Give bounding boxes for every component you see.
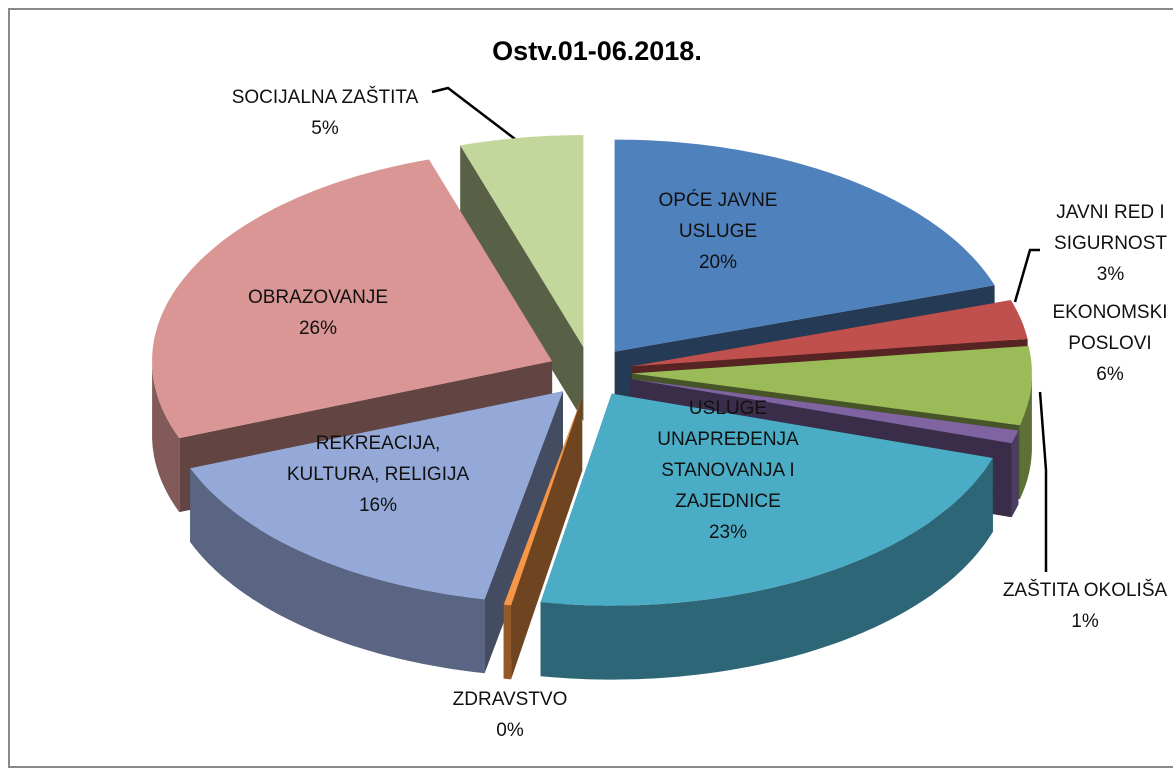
category-label: OPĆE JAVNE USLUGE xyxy=(658,190,778,242)
slice xyxy=(614,139,995,352)
category-label: REKREACIJA, KULTURA, RELIGIJA xyxy=(286,433,470,485)
slice xyxy=(460,135,584,348)
leader-line xyxy=(1038,391,1048,572)
category-label: USLUGE UNAPREĐENJA STANOVANJA I ZAJEDNIC… xyxy=(657,398,799,512)
slice-outer-wall xyxy=(152,361,180,513)
value-label: 20% xyxy=(698,252,738,273)
leader-line xyxy=(431,86,541,159)
value-label: 1% xyxy=(1071,611,1099,632)
value-label: 6% xyxy=(1096,364,1124,385)
page: {"chart_data": {"type": "pie3d", "title"… xyxy=(8,8,1173,768)
value-label: 23% xyxy=(708,522,748,543)
value-label: 16% xyxy=(358,495,398,516)
slice-tops xyxy=(152,135,1032,606)
category-label: OBRAZOVANJE xyxy=(247,287,389,308)
category-label: EKONOMSKI POSLOVI xyxy=(1052,302,1168,354)
leader-line xyxy=(1013,248,1040,303)
slice xyxy=(503,396,583,606)
data-label: SOCIJALNA ZAŠTITA 5% xyxy=(205,82,445,144)
category-label: SOCIJALNA ZAŠTITA xyxy=(231,87,419,108)
slice xyxy=(631,346,1032,426)
category-label: ZAŠTITA OKOLIŠA xyxy=(1002,580,1168,601)
value-label: 0% xyxy=(496,720,524,741)
slice-side xyxy=(460,145,584,422)
slice xyxy=(540,393,993,606)
category-label: ZDRAVSTVO xyxy=(452,689,568,710)
slice-outer-wall xyxy=(540,458,993,680)
data-label: REKREACIJA, KULTURA, RELIGIJA 16% xyxy=(283,428,473,521)
chart xyxy=(152,86,1048,680)
value-label: 5% xyxy=(311,118,339,139)
data-label: OBRAZOVANJE 26% xyxy=(198,282,438,344)
data-label: ZDRAVSTVO 0% xyxy=(430,684,590,746)
data-label: OPĆE JAVNE USLUGE 20% xyxy=(648,185,788,278)
slice xyxy=(630,378,1019,444)
category-label: JAVNI RED I SIGURNOST xyxy=(1054,202,1167,254)
slice-outer-wall xyxy=(1011,430,1019,518)
slice-radial-face xyxy=(460,145,584,422)
data-label: EKONOMSKI POSLOVI 6% xyxy=(1050,297,1170,390)
data-label: ZAŠTITA OKOLIŠA 1% xyxy=(965,575,1173,637)
value-label: 3% xyxy=(1096,264,1125,285)
slice-side xyxy=(503,396,583,680)
data-label: JAVNI RED I SIGURNOST 3% xyxy=(1048,197,1173,290)
slice xyxy=(190,391,563,600)
data-label: USLUGE UNAPREĐENJA STANOVANJA I ZAJEDNIC… xyxy=(643,393,813,548)
slice-radial-face xyxy=(503,396,583,679)
slice xyxy=(152,159,553,439)
slice-outer-wall xyxy=(1019,373,1032,500)
slice xyxy=(631,300,1028,367)
chart-title: Ostv.01-06.2018. xyxy=(492,36,702,66)
slice-outer-wall xyxy=(503,604,512,680)
slice-outer-wall xyxy=(190,468,485,674)
value-label: 26% xyxy=(298,318,338,339)
